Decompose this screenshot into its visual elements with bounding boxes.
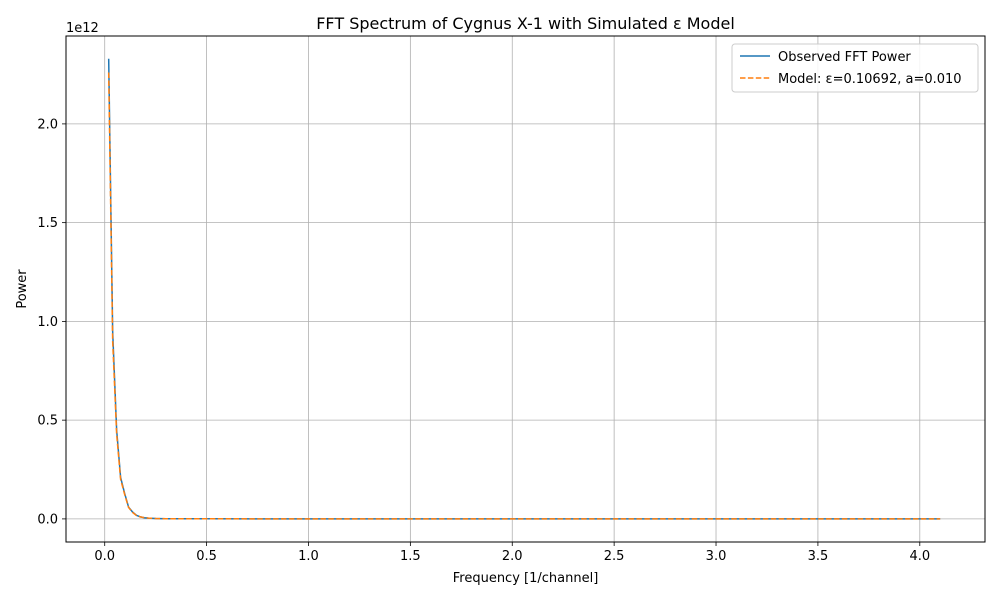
plot-frame — [65, 35, 986, 543]
y-tick-label: 1.0 — [37, 315, 58, 330]
x-tick-label: 1.0 — [298, 549, 319, 564]
y-tick-label: 0.5 — [37, 414, 58, 429]
y-tick-label: 1.5 — [37, 216, 58, 231]
x-tick-label: 4.0 — [909, 549, 930, 564]
x-tick-label: 2.0 — [502, 549, 523, 564]
x-tick-label: 3.0 — [706, 549, 727, 564]
y-tick-label: 0.0 — [37, 512, 58, 527]
legend-label-observed: Observed FFT Power — [778, 50, 911, 65]
x-axis-ticks: 0.0 0.5 1.0 1.5 2.0 2.5 3.0 3.5 4.0 — [94, 542, 930, 564]
x-tick-label: 3.5 — [808, 549, 829, 564]
y-tick-label: 2.0 — [37, 117, 58, 132]
x-axis-title: Frequency [1/channel] — [453, 571, 599, 586]
legend: Observed FFT Power Model: ε=0.10692, a=0… — [731, 43, 979, 93]
series-layer — [107, 58, 941, 520]
y-axis-offset-label: 1e12 — [66, 21, 99, 36]
chart-title: FFT Spectrum of Cygnus X-1 with Simulate… — [316, 14, 735, 33]
series-line-model — [107, 72, 941, 520]
y-axis-title: Power — [15, 269, 30, 309]
x-tick-label: 1.5 — [400, 549, 421, 564]
legend-label-model: Model: ε=0.10692, a=0.010 — [778, 72, 962, 87]
x-tick-label: 0.5 — [196, 549, 217, 564]
legend-box — [731, 43, 979, 93]
x-tick-label: 2.5 — [604, 549, 625, 564]
y-axis-ticks: 0.0 0.5 1.0 1.5 2.0 — [37, 117, 66, 527]
x-tick-label: 0.0 — [94, 549, 115, 564]
